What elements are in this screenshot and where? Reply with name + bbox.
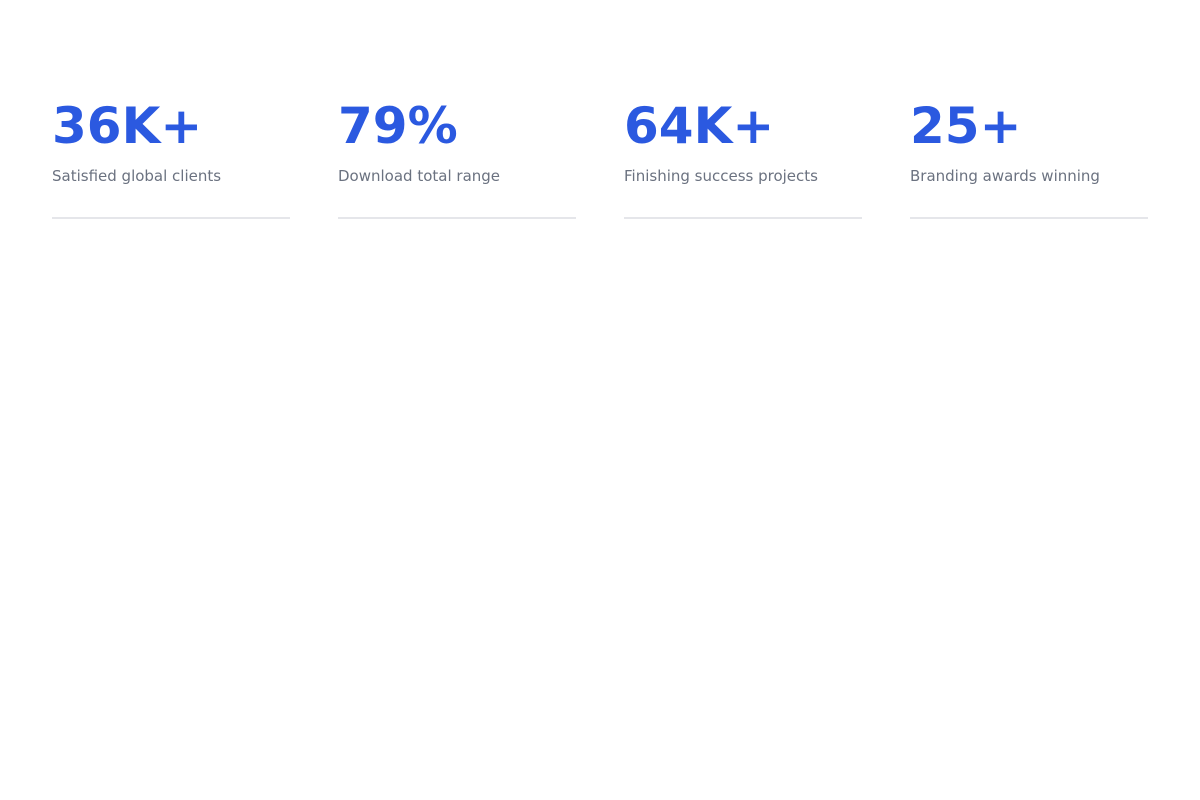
stat-divider: [338, 216, 576, 219]
stat-value: 25+: [910, 97, 1022, 155]
stat-value: 36K+: [52, 97, 203, 155]
stat-divider: [910, 216, 1148, 219]
stat-card-downloads: 79% Download total range: [338, 100, 576, 219]
stat-label: Satisfied global clients: [52, 167, 222, 185]
stat-divider: [52, 216, 290, 219]
stat-label: Finishing success projects: [624, 167, 818, 185]
stat-label: Download total range: [338, 167, 501, 185]
stats-section: 36K+ Satisfied global clients 79% Downlo…: [52, 0, 1148, 219]
stat-card-awards: 25+ Branding awards winning: [910, 100, 1148, 219]
stat-value: 64K+: [624, 97, 775, 155]
stat-value: 79%: [338, 97, 458, 155]
stat-divider: [624, 216, 862, 219]
stat-label: Branding awards winning: [910, 167, 1100, 185]
stat-card-projects: 64K+ Finishing success projects: [624, 100, 862, 219]
stat-card-clients: 36K+ Satisfied global clients: [52, 100, 290, 219]
